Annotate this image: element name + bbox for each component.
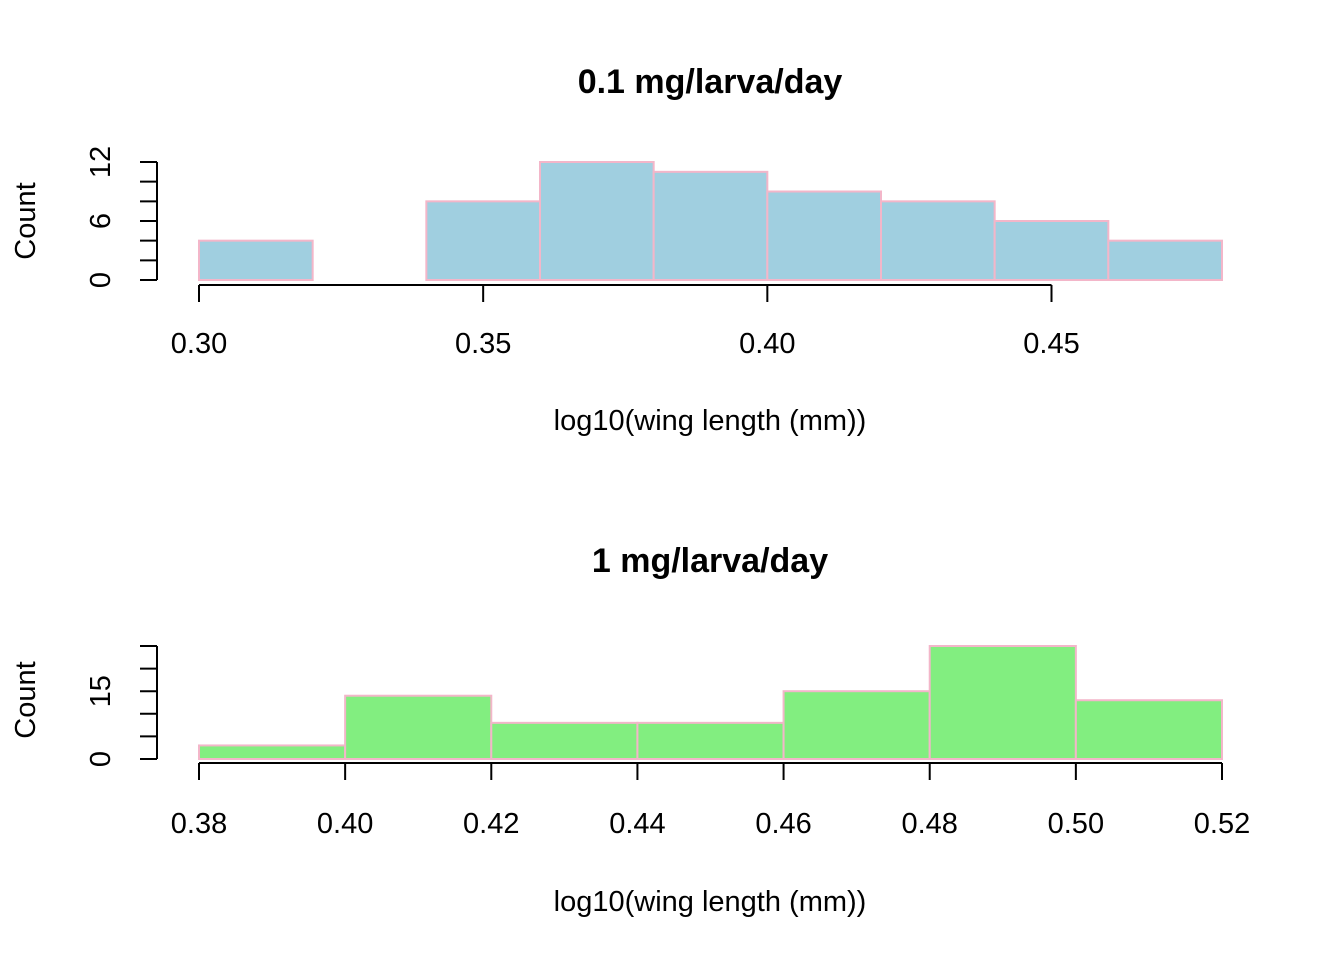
x-tick-label: 0.45 (1023, 328, 1079, 360)
x-axis-label: log10(wing length (mm)) (554, 405, 867, 437)
y-tick-label: 0 (85, 272, 117, 288)
histogram-bar (198, 239, 314, 282)
x-tick-label: 0.30 (171, 328, 227, 360)
x-tick-label: 0.52 (1194, 808, 1250, 840)
histogram-bar (1107, 239, 1224, 282)
histogram-bar (344, 694, 493, 760)
y-axis: 0 6 12 (85, 146, 158, 288)
histogram-bar (490, 721, 639, 761)
y-tick-label: 6 (85, 213, 117, 229)
histogram-bar (652, 170, 769, 281)
histogram-bar (425, 200, 542, 281)
bars (198, 161, 1224, 282)
histogram-panel-0.1-mg: 0.1 mg/larva/day Count log10(wing length… (10, 63, 1224, 437)
y-axis-label: Count (10, 182, 42, 259)
x-tick-label: 0.38 (171, 808, 227, 840)
y-axis-label: Count (10, 661, 42, 738)
bars (198, 645, 1224, 761)
x-tick-label: 0.48 (901, 808, 957, 840)
x-tick-label: 0.46 (755, 808, 811, 840)
x-axis: 0.30 0.35 0.40 0.45 (171, 284, 1080, 360)
y-tick-label: 12 (85, 146, 117, 178)
histogram-panel-1-mg: 1 mg/larva/day Count log10(wing length (… (10, 542, 1250, 918)
y-axis: 0 15 (85, 645, 158, 767)
x-tick-label: 0.40 (317, 808, 373, 840)
chart-title: 0.1 mg/larva/day (578, 63, 843, 101)
histogram-bar (993, 220, 1110, 281)
x-axis-label: log10(wing length (mm)) (554, 886, 867, 918)
x-tick-label: 0.44 (609, 808, 665, 840)
x-axis: 0.38 0.40 0.42 0.44 0.46 0.48 0.50 0.52 (171, 762, 1250, 840)
histogram-bar (539, 161, 655, 281)
histogram-bar (766, 190, 882, 281)
histogram-bar (782, 690, 931, 761)
y-tick-label: 15 (85, 675, 117, 707)
histogram-bar (1074, 699, 1224, 760)
histogram-bar (928, 645, 1077, 760)
x-tick-label: 0.50 (1048, 808, 1104, 840)
x-tick-label: 0.42 (463, 808, 519, 840)
x-tick-label: 0.40 (739, 328, 795, 360)
y-tick-label: 0 (85, 751, 117, 767)
histogram-bar (636, 721, 785, 761)
histogram-bar (880, 200, 996, 281)
chart-title: 1 mg/larva/day (592, 542, 828, 580)
x-tick-label: 0.35 (455, 328, 511, 360)
histogram-bar (198, 744, 347, 761)
